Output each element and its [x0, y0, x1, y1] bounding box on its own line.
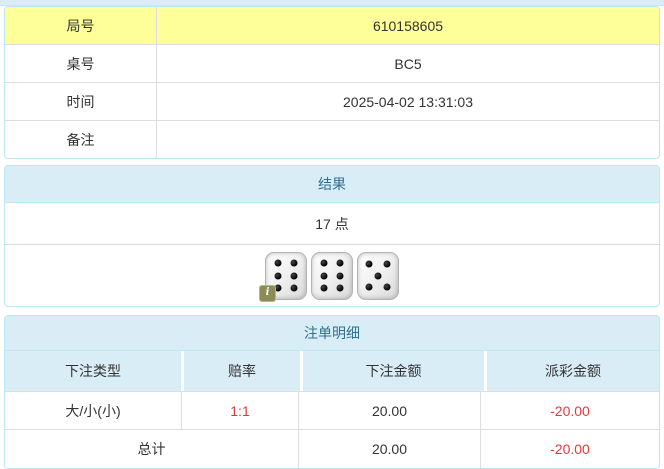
bet-table-header: 下注类型 赔率 下注金额 派彩金额	[5, 351, 659, 392]
die-pip	[320, 272, 328, 279]
die-1-face-6: i	[259, 251, 307, 302]
bet-type-cell: 大/小(小)	[5, 392, 182, 429]
dice-info-icon: i	[259, 284, 276, 302]
table-id-label: 桌号	[5, 45, 157, 82]
bet-details-panel: 注单明细 下注类型 赔率 下注金额 派彩金额 大/小(小) 1:1 20.00 …	[4, 315, 660, 469]
remark-value	[157, 121, 659, 158]
result-panel-title: 结果	[5, 166, 659, 203]
die-pip	[274, 259, 282, 267]
die-pip	[290, 284, 298, 292]
die-pip	[290, 259, 298, 267]
table-row-remark: 备注	[5, 120, 659, 158]
bet-amount-cell: 20.00	[299, 392, 481, 429]
die-pip	[320, 284, 328, 292]
die-pip	[290, 272, 298, 279]
bet-table-total-row: 总计 20.00 -20.00	[5, 429, 659, 468]
die-pip	[320, 259, 328, 267]
remark-label: 备注	[5, 121, 157, 158]
die-pip	[336, 272, 344, 279]
die-pip	[336, 284, 344, 292]
die-pip	[336, 259, 344, 267]
column-header-bet-type: 下注类型	[5, 351, 181, 391]
cropped-header-strip	[0, 0, 664, 6]
result-points: 17 点	[5, 203, 659, 245]
total-bet-amount: 20.00	[299, 430, 481, 468]
bet-details-title: 注单明细	[5, 316, 659, 351]
die-2-face-6	[311, 251, 353, 300]
die-pip	[374, 272, 382, 279]
bet-table-row: 大/小(小) 1:1 20.00 -20.00	[5, 392, 659, 429]
table-row-table-id: 桌号 BC5	[5, 44, 659, 82]
die-pip	[274, 284, 282, 292]
die-pip	[383, 283, 391, 291]
table-row-round-id: 局号 610158605	[5, 7, 659, 44]
die-pip	[383, 260, 391, 268]
die-pip	[274, 272, 282, 279]
column-header-payout: 派彩金额	[487, 351, 659, 391]
time-label: 时间	[5, 83, 157, 120]
round-id-value: 610158605	[372, 17, 444, 34]
odds-cell: 1:1	[182, 392, 299, 429]
total-label: 总计	[5, 430, 299, 468]
time-value: 2025-04-02 13:31:03	[343, 93, 473, 110]
table-row-time: 时间 2025-04-02 13:31:03	[5, 82, 659, 120]
die-3-face-5	[357, 251, 399, 300]
payout-cell: -20.00	[550, 402, 590, 419]
result-panel: 结果 17 点 i	[4, 165, 660, 307]
table-id-value: BC5	[394, 55, 422, 72]
round-id-label: 局号	[5, 7, 157, 44]
dice-row: i	[5, 245, 659, 306]
round-info-table: 局号 610158605 桌号 BC5 时间 2025-04-02 13:31:…	[4, 6, 660, 159]
die-pip	[365, 283, 373, 291]
total-payout: -20.00	[550, 441, 590, 457]
die-pip	[365, 260, 373, 268]
column-header-odds: 赔率	[184, 351, 300, 391]
column-header-bet-amount: 下注金额	[303, 351, 484, 391]
